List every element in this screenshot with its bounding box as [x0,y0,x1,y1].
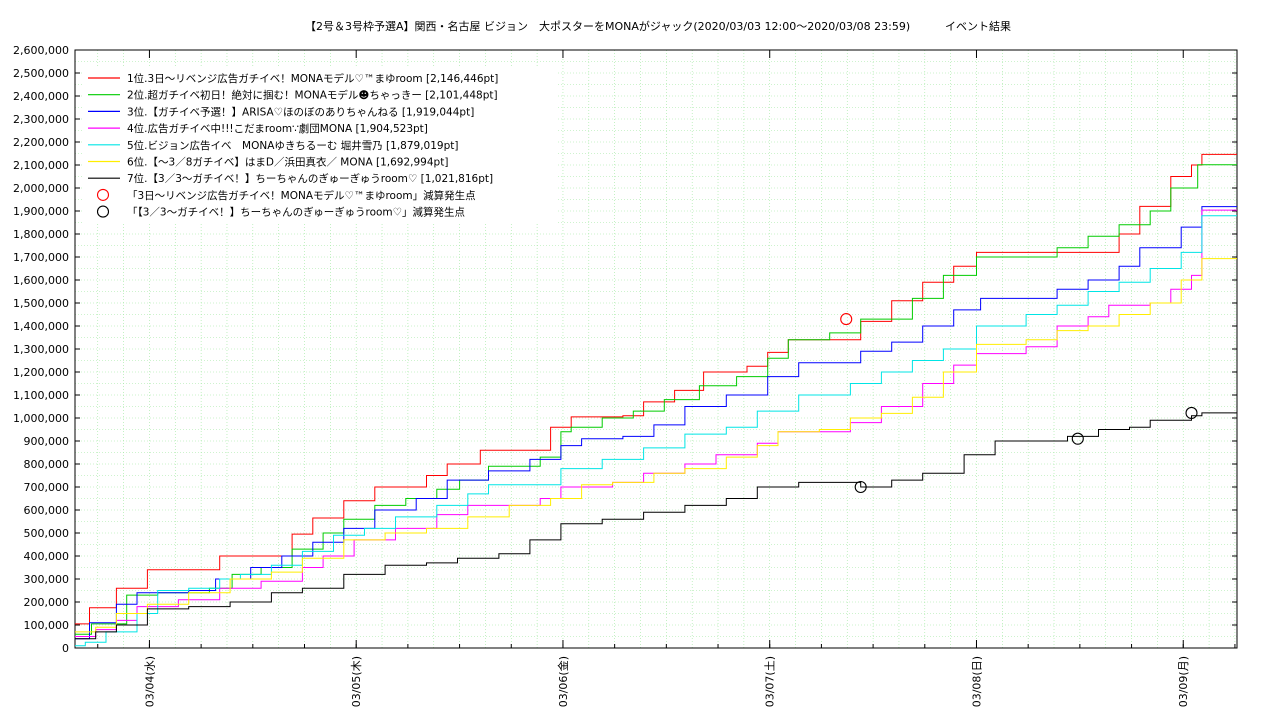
legend-box [84,68,556,224]
y-tick-label: 1,800,000 [13,228,69,241]
y-tick-label: 2,000,000 [13,182,69,195]
series-lines [75,153,1237,647]
legend-marker-swatch-1 [96,188,110,201]
legend-label-4: 4位.広告ガチイベ中!!!こだまroom∵劇団MONA [1,904,523pt… [127,122,428,135]
series-line-3 [75,206,1237,640]
y-tick-label: 1,500,000 [13,297,69,310]
y-tick-label: 800,000 [24,458,70,471]
legend-label-1: 1位.3日〜リベンジ広告ガチイベ！MONAモデル♡™まゆroom [2,146,… [127,72,498,85]
y-tick-label: 1,700,000 [13,251,69,264]
legend-marker-label-2: 「【3／3〜ガチイベ！】ちーちゃんのぎゅーぎゅうroom♡」減算発生点 [127,206,465,219]
y-tick-label: 100,000 [24,619,70,632]
y-tick-label: 2,100,000 [13,159,69,172]
legend-label-5: 5位.ビジョン広告イベ MONAゆきちるーむ 堀井雪乃 [1,879,019pt… [127,139,458,152]
y-tick-label: 1,900,000 [13,205,69,218]
markers [840,313,1198,494]
axes: 0 100,000 200,000 300,000 400,000 500,000 600,… [13,44,1237,707]
legend: 1位.3日〜リベンジ広告ガチイベ！MONAモデル♡™まゆroom [2,146,… [84,68,556,224]
chart-title: 【2号＆3号枠予選A】関西・名古屋 ビジョン 大ポスターをMONAがジャック(2… [305,19,910,33]
series-line-1 [75,153,1237,625]
x-tick-label: 03/09(月) [1177,656,1190,707]
grid [75,50,1237,648]
marker-point-2 [1071,432,1084,445]
y-tick-label: 700,000 [24,481,70,494]
legend-label-3: 3位.【ガチイベ予選！】ARISA♡ほのぼのありちゃんねる [1,919,044… [127,105,474,118]
y-tick-label: 300,000 [24,573,70,586]
y-tick-label: 500,000 [24,527,70,540]
x-tick-label: 03/07(土) [764,656,777,707]
chart-subtitle: イベント結果 [945,19,1011,33]
series-line-5 [75,215,1237,647]
series-line-4 [75,209,1237,637]
y-tick-label: 600,000 [24,504,70,517]
x-tick-label: 03/08(日) [970,656,983,707]
y-tick-label: 0 [62,642,69,655]
marker-point-1 [840,313,853,326]
legend-label-2: 2位.超ガチイベ初日！絶対に掴む！MONAモデル☻ちゃっきー [2,101,44… [127,89,498,102]
legend-marker-label-1: 「3日〜リベンジ広告ガチイベ！MONAモデル♡™まゆroom」減算発生点 [127,189,476,202]
y-tick-label: 1,100,000 [13,389,69,402]
y-tick-label: 900,000 [24,435,70,448]
y-tick-label: 1,300,000 [13,343,69,356]
y-tick-label: 1,400,000 [13,320,69,333]
legend-label-7: 7位.【3／3〜ガチイベ！】ちーちゃんのぎゅーぎゅうroom♡ [1,021,8… [127,172,493,185]
y-tick-label: 1,600,000 [13,274,69,287]
series-line-6 [75,258,1237,633]
legend-marker-swatch-2 [96,205,110,218]
y-tick-label: 2,400,000 [13,90,69,103]
legend-label-6: 6位.【〜3／8ガチイベ】はまD／浜田真衣／ MONA [1,692,994pt… [127,156,448,169]
x-tick-label: 03/05(木) [350,656,363,707]
y-tick-label: 2,300,000 [13,113,69,126]
series-line-2 [75,164,1237,635]
series-line-7 [75,412,1237,640]
y-tick-label: 2,500,000 [13,67,69,80]
y-tick-label: 2,600,000 [13,44,69,57]
x-tick-label: 03/04(水) [143,656,156,707]
y-tick-label: 1,000,000 [13,412,69,425]
y-tick-label: 1,200,000 [13,366,69,379]
marker-point-2 [854,480,867,494]
y-tick-label: 2,200,000 [13,136,69,149]
y-tick-label: 200,000 [24,596,70,609]
marker-point-2 [1185,406,1198,419]
x-tick-label: 03/06(金) [556,656,570,707]
y-tick-label: 400,000 [24,550,70,563]
